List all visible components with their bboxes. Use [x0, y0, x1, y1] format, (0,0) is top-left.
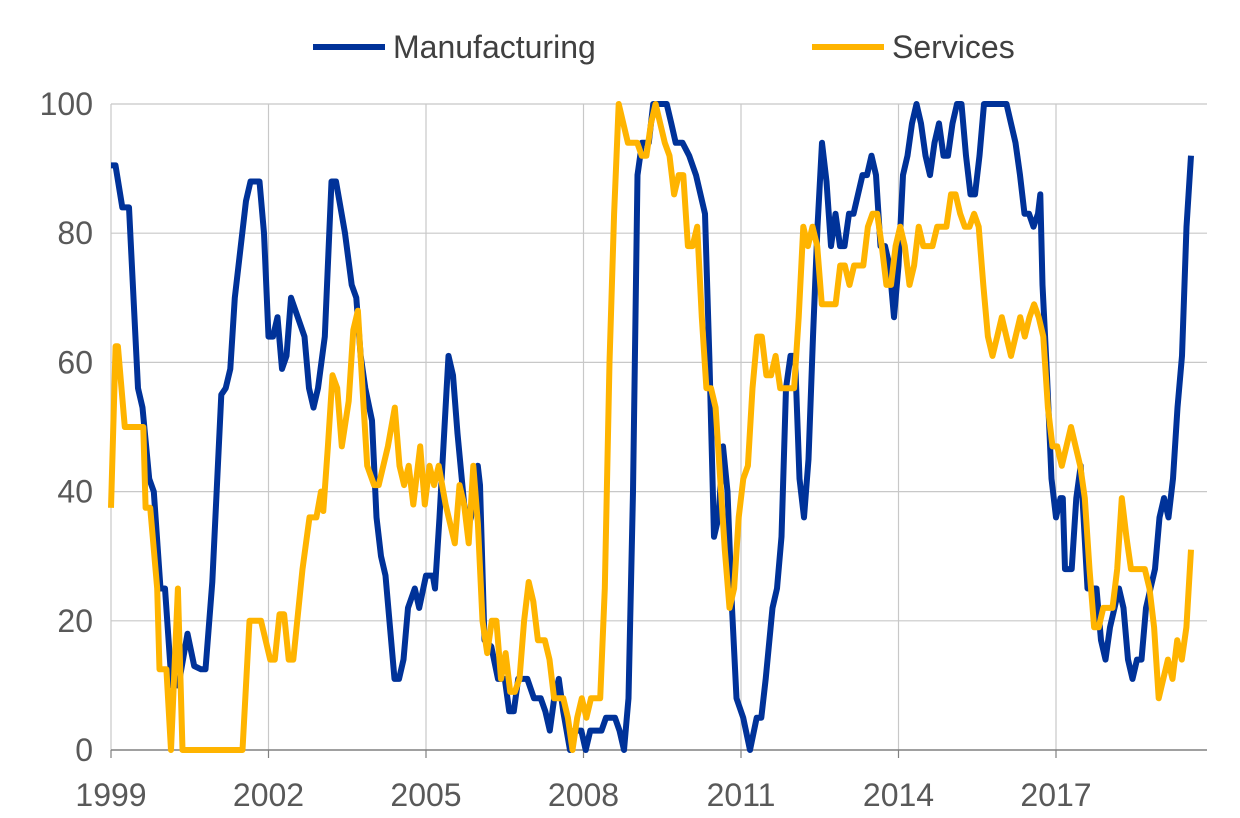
x-tick-label: 2005 [390, 777, 461, 813]
legend: Manufacturing Services [313, 29, 1015, 65]
x-tick-label: 2008 [548, 777, 619, 813]
x-tick-label: 1999 [75, 777, 146, 813]
x-tick-label: 2011 [707, 777, 776, 813]
y-tick-label: 80 [57, 215, 93, 251]
y-tick-label: 100 [40, 86, 93, 122]
x-tick-label: 2017 [1020, 777, 1091, 813]
series-lines [108, 101, 1194, 753]
x-axis-ticks: 1999 2002 2005 2008 2011 2014 2017 [75, 777, 1091, 813]
y-axis-ticks: 0 20 40 60 80 100 [40, 86, 93, 768]
axes [110, 749, 1207, 758]
series-line-services [108, 101, 1194, 753]
y-tick-label: 60 [57, 344, 93, 380]
series-line-manufacturing [111, 101, 1194, 753]
y-tick-label: 0 [75, 732, 93, 768]
legend-label-services: Services [892, 29, 1015, 65]
y-tick-label: 20 [57, 603, 93, 639]
legend-label-manufacturing: Manufacturing [393, 29, 596, 65]
x-tick-label: 2002 [233, 777, 304, 813]
y-tick-label: 40 [57, 474, 93, 510]
x-tick-label: 2014 [863, 777, 934, 813]
